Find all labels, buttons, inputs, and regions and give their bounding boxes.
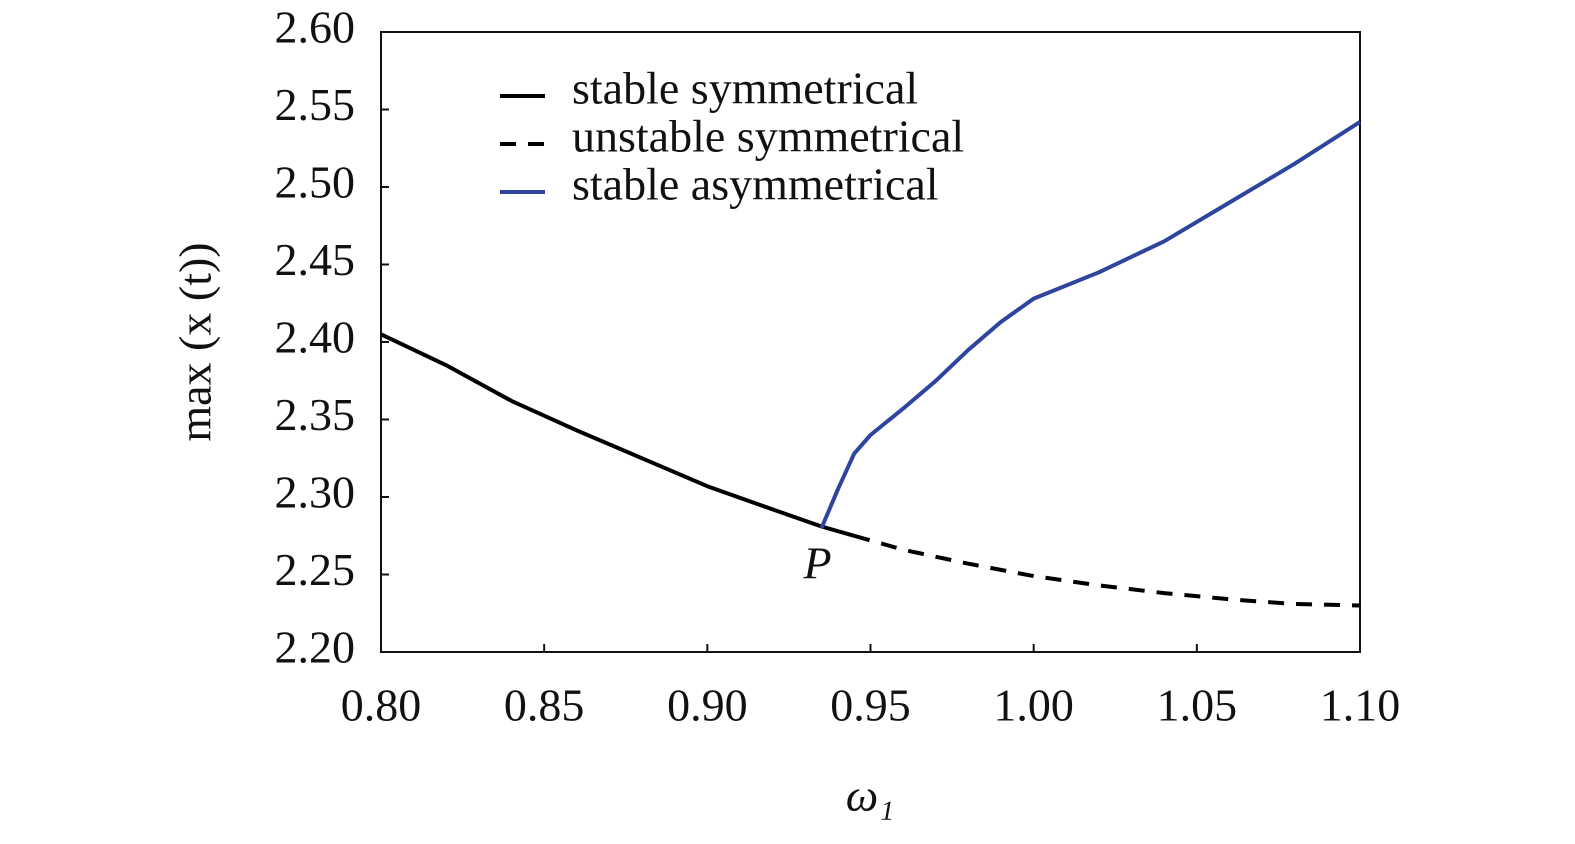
x-axis-label: ω₁ xyxy=(846,770,894,821)
x-tick-label: 0.80 xyxy=(341,680,422,731)
x-tick-label: 1.00 xyxy=(993,680,1074,731)
x-tick-label: 1.05 xyxy=(1157,680,1238,731)
y-tick-label: 2.30 xyxy=(275,467,356,518)
y-tick-label: 2.25 xyxy=(275,544,356,595)
x-tick-label: 0.85 xyxy=(504,680,585,731)
x-tick-label: 1.10 xyxy=(1320,680,1401,731)
series-line xyxy=(853,533,1361,608)
series-line xyxy=(819,120,1362,529)
x-tick-label: 0.90 xyxy=(667,680,748,731)
y-tick-label: 2.35 xyxy=(275,389,356,440)
y-tick-label: 2.20 xyxy=(275,622,356,673)
legend-label: unstable symmetrical xyxy=(572,111,964,162)
legend-label: stable asymmetrical xyxy=(572,159,939,210)
legend-label: stable symmetrical xyxy=(572,63,918,114)
y-tick-label: 2.40 xyxy=(275,312,356,363)
series-line xyxy=(380,332,855,538)
y-tick-label: 2.50 xyxy=(275,157,356,208)
y-tick-label: 2.55 xyxy=(275,79,356,130)
y-axis-label: max (x (t)) xyxy=(170,242,221,441)
x-tick-label: 0.95 xyxy=(830,680,911,731)
annotation: P xyxy=(802,538,831,589)
y-tick-label: 2.45 xyxy=(275,234,356,285)
y-tick-label: 2.60 xyxy=(275,2,356,53)
